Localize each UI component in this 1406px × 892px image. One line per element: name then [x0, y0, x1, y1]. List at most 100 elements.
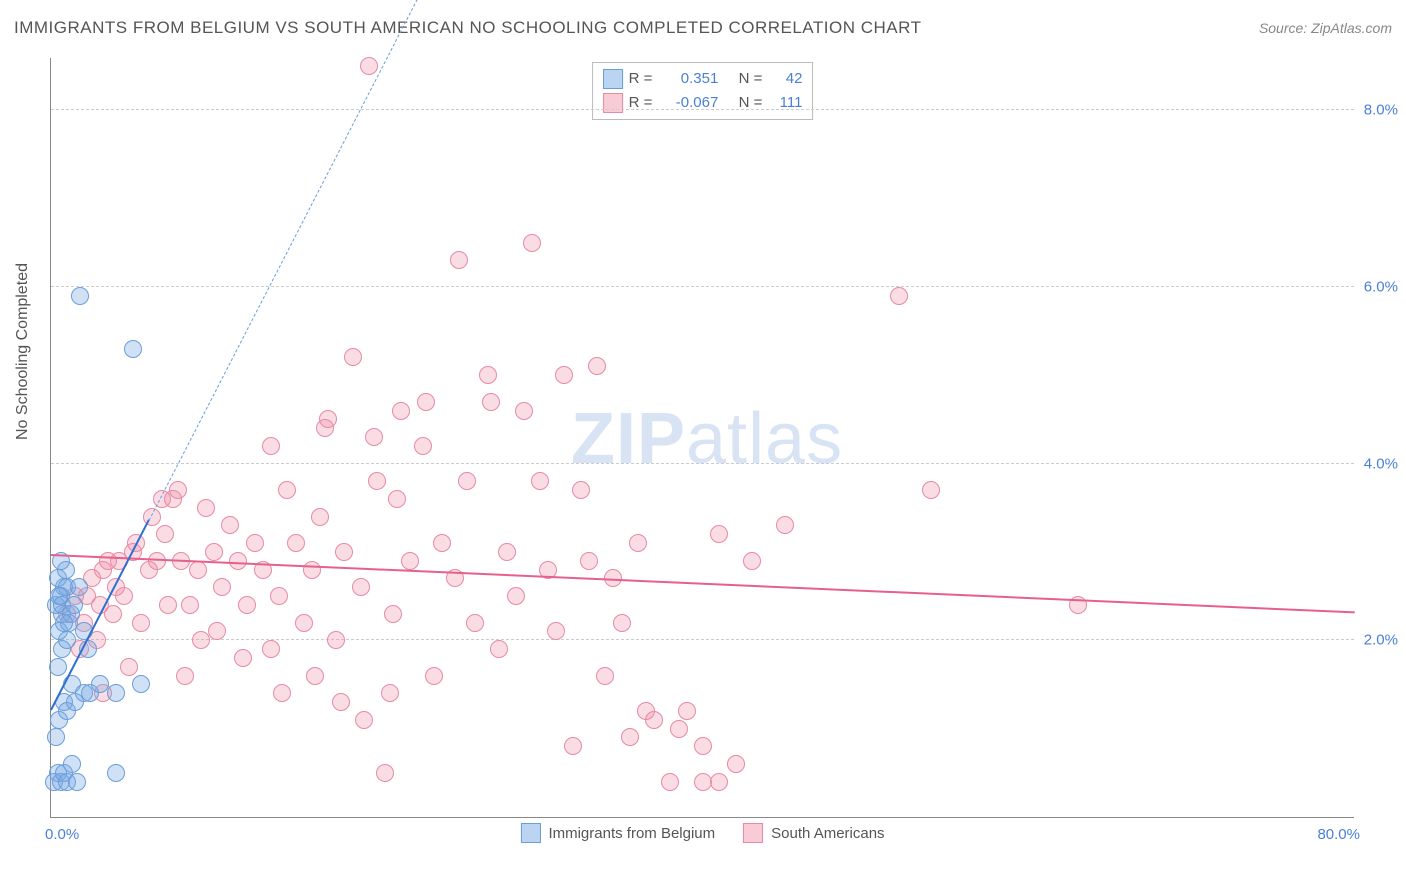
stats-row: R =-0.067 N =111: [603, 91, 803, 115]
south-american-point: [208, 622, 226, 640]
south-american-point: [507, 587, 525, 605]
south-american-point: [645, 711, 663, 729]
south-american-point: [273, 684, 291, 702]
south-american-point: [572, 481, 590, 499]
south-american-point: [246, 534, 264, 552]
belgium-point: [47, 728, 65, 746]
south-american-point: [115, 587, 133, 605]
south-american-point: [388, 490, 406, 508]
south-american-point: [425, 667, 443, 685]
y-tick-label: 6.0%: [1364, 278, 1398, 295]
watermark-bold: ZIP: [571, 399, 686, 479]
south-american-point: [169, 481, 187, 499]
south-american-point: [262, 437, 280, 455]
south-american-point: [694, 773, 712, 791]
n-value: 42: [768, 67, 802, 91]
plot-area: ZIPatlas R =0.351 N =42R =-0.067 N =111 …: [50, 58, 1354, 818]
south-american-point: [352, 578, 370, 596]
watermark-light: atlas: [686, 399, 843, 479]
south-american-point: [555, 366, 573, 384]
south-american-point: [710, 525, 728, 543]
south-american-point: [613, 614, 631, 632]
south-american-point: [727, 755, 745, 773]
n-label: N =: [739, 91, 763, 115]
south-american-point: [355, 711, 373, 729]
south-american-point: [335, 543, 353, 561]
south-american-point: [596, 667, 614, 685]
south-american-point: [922, 481, 940, 499]
belgium-point: [70, 578, 88, 596]
south-american-point: [531, 472, 549, 490]
south-american-point: [479, 366, 497, 384]
south-american-point: [189, 561, 207, 579]
source-label: Source:: [1259, 20, 1311, 36]
y-axis-title: No Schooling Completed: [14, 263, 32, 440]
belgium-point: [91, 675, 109, 693]
south-american-point: [234, 649, 252, 667]
y-tick-label: 2.0%: [1364, 632, 1398, 649]
south-american-point: [192, 631, 210, 649]
south-american-point: [262, 640, 280, 658]
south-american-point: [694, 737, 712, 755]
south-american-point: [384, 605, 402, 623]
trend-belgium-extended: [148, 0, 442, 521]
legend-swatch: [603, 69, 623, 89]
south-american-point: [523, 234, 541, 252]
south-american-point: [176, 667, 194, 685]
legend-swatch: [520, 823, 540, 843]
south-american-point: [295, 614, 313, 632]
belgium-point: [68, 773, 86, 791]
belgium-point: [124, 340, 142, 358]
south-american-point: [287, 534, 305, 552]
south-american-point: [311, 508, 329, 526]
south-american-point: [466, 614, 484, 632]
south-american-point: [776, 516, 794, 534]
gridline: [51, 639, 1354, 640]
south-american-point: [482, 393, 500, 411]
south-american-point: [661, 773, 679, 791]
south-american-point: [306, 667, 324, 685]
south-american-point: [414, 437, 432, 455]
south-american-point: [238, 596, 256, 614]
r-label: R =: [629, 91, 653, 115]
gridline: [51, 286, 1354, 287]
chart-title: IMMIGRANTS FROM BELGIUM VS SOUTH AMERICA…: [14, 18, 921, 38]
south-american-point: [303, 561, 321, 579]
south-american-point: [120, 658, 138, 676]
south-american-point: [159, 596, 177, 614]
title-bar: IMMIGRANTS FROM BELGIUM VS SOUTH AMERICA…: [14, 18, 1392, 38]
n-label: N =: [739, 67, 763, 91]
south-american-point: [381, 684, 399, 702]
south-american-point: [401, 552, 419, 570]
belgium-point: [65, 596, 83, 614]
r-value: 0.351: [658, 67, 718, 91]
south-american-point: [376, 764, 394, 782]
south-american-point: [104, 605, 122, 623]
bottom-legend: Immigrants from Belgium South Americans: [520, 823, 884, 843]
south-american-point: [621, 728, 639, 746]
south-american-point: [327, 631, 345, 649]
south-american-point: [547, 622, 565, 640]
south-american-point: [332, 693, 350, 711]
belgium-point: [107, 764, 125, 782]
south-american-point: [360, 57, 378, 75]
legend-item: Immigrants from Belgium: [520, 823, 715, 843]
stats-row: R =0.351 N =42: [603, 67, 803, 91]
south-american-point: [392, 402, 410, 420]
south-american-point: [365, 428, 383, 446]
legend-item: South Americans: [743, 823, 884, 843]
belgium-point: [132, 675, 150, 693]
south-american-point: [221, 516, 239, 534]
belgium-point: [71, 287, 89, 305]
south-american-point: [588, 357, 606, 375]
source-name: ZipAtlas.com: [1311, 20, 1392, 36]
r-label: R =: [629, 67, 653, 91]
x-tick-min: 0.0%: [45, 826, 79, 843]
south-american-point: [580, 552, 598, 570]
south-american-point: [490, 640, 508, 658]
south-american-point: [670, 720, 688, 738]
south-american-point: [344, 348, 362, 366]
r-value: -0.067: [658, 91, 718, 115]
source-credit: Source: ZipAtlas.com: [1259, 20, 1392, 36]
belgium-point: [107, 684, 125, 702]
